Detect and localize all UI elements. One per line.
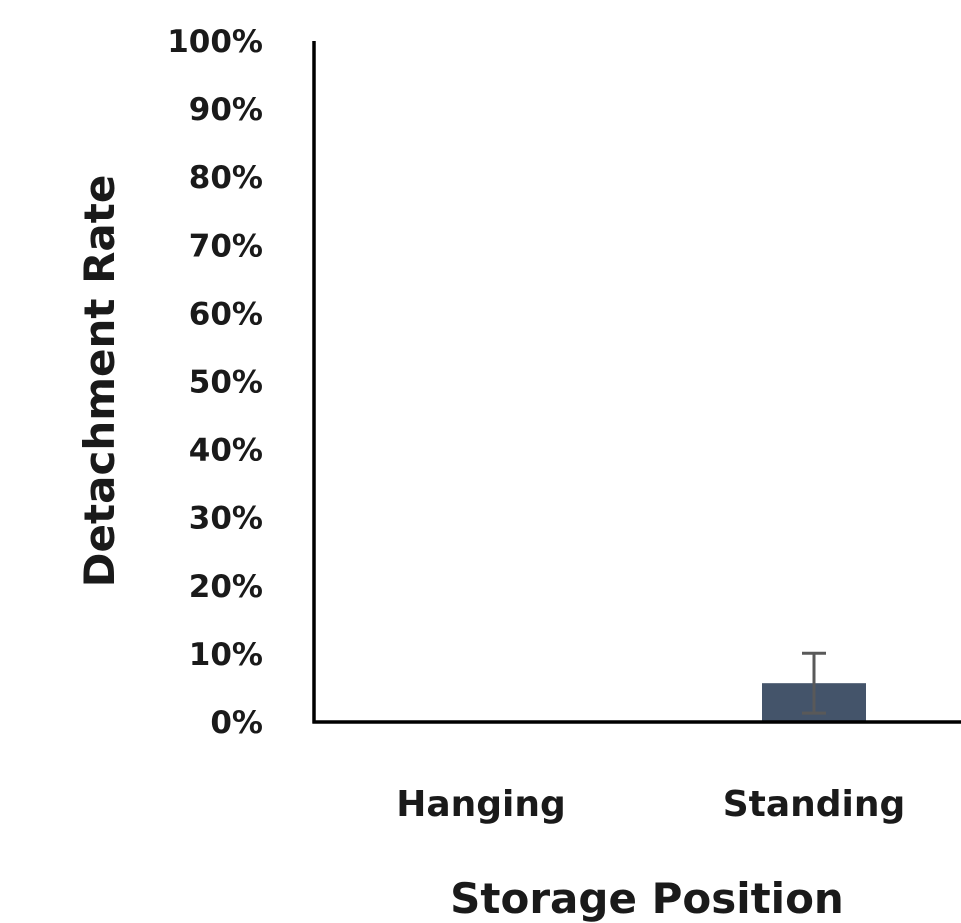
x-tick-label-standing: Standing	[723, 784, 906, 825]
x-axis-title: Storage Position	[450, 874, 844, 923]
y-tick-label: 10%	[189, 637, 263, 673]
y-tick-label: 70%	[189, 228, 263, 264]
axes	[312, 41, 961, 724]
error-bars	[802, 651, 826, 715]
x-tick-label-hanging: Hanging	[396, 784, 566, 825]
y-tick-label: 100%	[167, 24, 263, 60]
y-tick-label: 50%	[189, 365, 263, 401]
y-tick-label: 40%	[189, 433, 263, 469]
y-axis-title: Detachment Rate	[75, 175, 124, 588]
y-tick-label: 0%	[210, 705, 263, 741]
y-tick-label: 20%	[189, 569, 263, 605]
category-labels: Hanging Standing	[396, 784, 905, 825]
y-tick-label: 80%	[189, 160, 263, 196]
y-tick-label: 90%	[189, 92, 263, 128]
error-bar-standing	[802, 651, 826, 715]
y-tick-label: 30%	[189, 501, 263, 537]
y-tick-label: 60%	[189, 296, 263, 332]
y-axis-ticks: 0% 10% 20% 30% 40% 50% 60% 70% 80% 90% 100%	[167, 24, 263, 741]
